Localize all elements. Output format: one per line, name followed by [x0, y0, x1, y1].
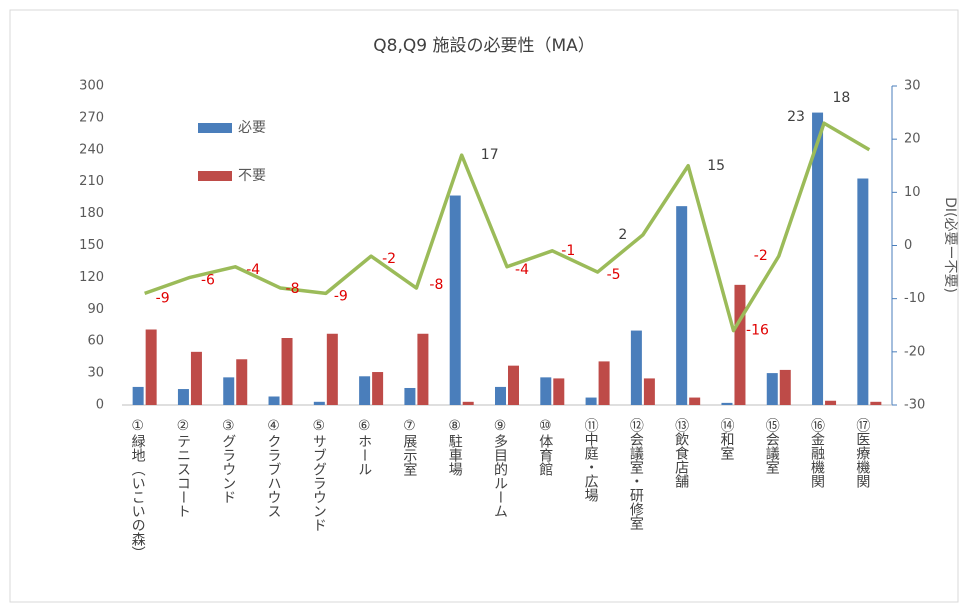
bar [630, 330, 642, 405]
bar [598, 361, 610, 405]
bar [721, 402, 733, 405]
data-label: -8 [286, 281, 300, 297]
bar [689, 397, 701, 405]
data-label: 23 [787, 109, 805, 125]
data-label: 15 [707, 158, 725, 174]
bar [779, 369, 791, 405]
bar [326, 333, 338, 405]
y-tick-label: 240 [79, 142, 104, 157]
bar [553, 378, 565, 405]
line [144, 121, 871, 333]
chart-title: Q8,Q9 施設の必要性（MA） [373, 36, 595, 56]
bar [132, 386, 144, 405]
x-tick-label: ⑧駐車場 [447, 418, 463, 476]
x-tick-label: ⑨多目的ルーム [492, 418, 508, 518]
bar [734, 284, 746, 405]
y-tick-label: 120 [79, 270, 104, 285]
bar [540, 377, 552, 405]
y-tick-label: 270 [79, 110, 104, 125]
x-tick-label: ⑦展示室 [401, 418, 417, 476]
bar [190, 351, 202, 405]
x-tick-label: ⑫会議室・研修室 [628, 418, 644, 530]
y-tick-label: 150 [79, 238, 104, 253]
y-tick-label: 210 [79, 174, 104, 189]
bar [825, 400, 837, 405]
bar [236, 359, 248, 405]
y-tick-label: 0 [96, 398, 104, 413]
bar [766, 373, 778, 405]
x-tick-label: ⑥ホール [356, 418, 372, 476]
x-tick-label: ⑰医療機関 [854, 418, 870, 489]
legend-label: 必要 [238, 120, 266, 136]
data-label: 18 [832, 90, 850, 106]
y2-tick-label: -20 [904, 344, 925, 359]
bar [281, 338, 293, 405]
x-tick-label: ⑤サブグラウンド [311, 418, 327, 532]
y-tick-label: 180 [79, 206, 104, 221]
bar [585, 397, 597, 405]
legend-swatch [198, 123, 232, 133]
bar [268, 396, 280, 405]
y2-axis-label: DI(必要ー不要) [942, 197, 958, 293]
y-tick-label: 30 [87, 366, 104, 381]
data-label: 17 [481, 147, 499, 163]
chart-border [9, 9, 959, 603]
data-label: -8 [429, 277, 443, 293]
bar [223, 377, 235, 405]
data-label: -2 [382, 251, 396, 267]
x-tick-label: ④クラブハウス [266, 418, 282, 518]
x-tick-label: ⑮会議室 [764, 418, 780, 474]
data-label: -16 [746, 323, 769, 339]
data-label: -4 [515, 262, 529, 278]
data-label: -9 [156, 290, 170, 306]
y2-tick-label: -30 [904, 398, 925, 413]
y-tick-label: 90 [87, 302, 104, 317]
y2-tick-label: 20 [904, 132, 921, 147]
x-tick-label: ⑬飲食店舗 [673, 418, 689, 488]
bar [359, 376, 371, 405]
data-label: -5 [607, 267, 621, 283]
data-label: 2 [618, 227, 627, 243]
x-tick-label: ⑪中庭・広場 [583, 418, 599, 502]
legend-swatch [198, 171, 232, 181]
y2-tick-label: 0 [904, 238, 912, 253]
data-label: -4 [246, 262, 260, 278]
y2-tick-label: -10 [904, 291, 925, 306]
data-label: -2 [754, 248, 768, 264]
x-tick-label: ⑭和室 [718, 418, 734, 460]
bar [643, 378, 655, 405]
data-label: -9 [334, 288, 348, 304]
bar [417, 333, 429, 405]
x-tick-label: ⑩体育館 [537, 418, 553, 476]
x-tick-label: ③グラウンド [220, 418, 236, 504]
bar [812, 112, 824, 405]
bar [462, 401, 474, 405]
bar [313, 401, 325, 405]
bar [870, 401, 882, 405]
legend-label: 不要 [238, 168, 266, 184]
y2-tick-label: 10 [904, 185, 921, 200]
data-label: -1 [561, 243, 575, 259]
bar [495, 386, 506, 405]
bar [177, 389, 189, 405]
bar [449, 195, 461, 405]
data-label: -6 [201, 272, 215, 288]
y-tick-label: 300 [79, 79, 104, 94]
bar [508, 365, 519, 405]
x-tick-label: ②テニスコート [175, 418, 191, 518]
bar [857, 178, 869, 405]
x-tick-label: ①緑地（いこいの森） [130, 418, 146, 560]
bar [676, 206, 688, 405]
x-tick-label: ⑯金融機関 [809, 418, 825, 489]
bar [145, 329, 157, 405]
y-tick-label: 60 [87, 334, 104, 349]
y2-tick-label: 30 [904, 79, 921, 94]
bar [404, 387, 416, 405]
bar [372, 372, 384, 405]
